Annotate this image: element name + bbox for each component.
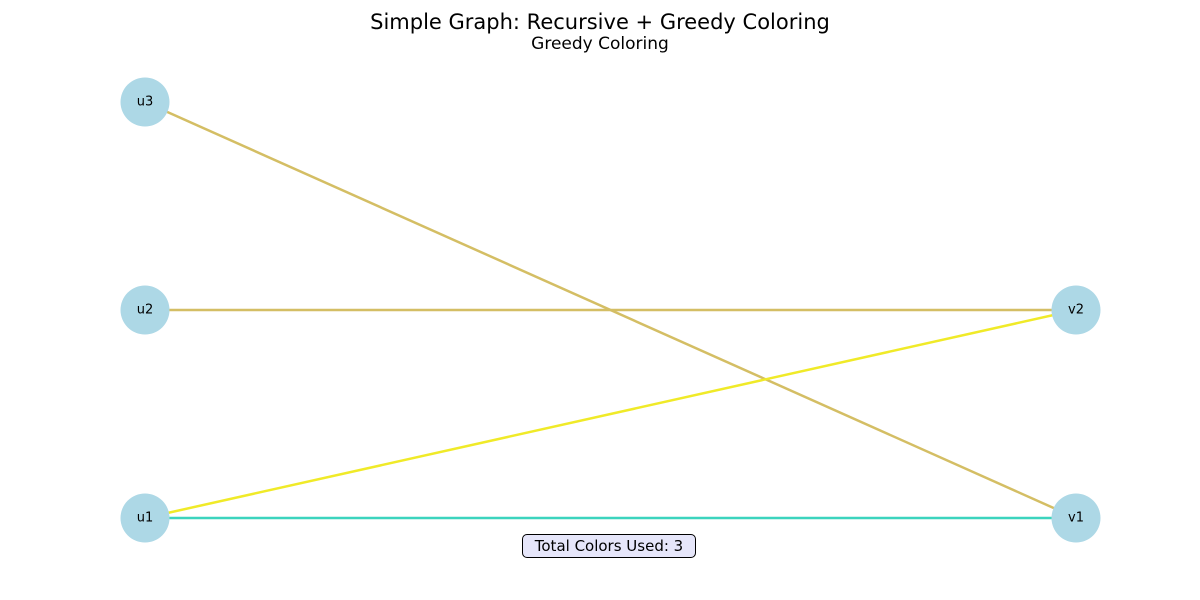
node-label-u1: u1 <box>137 511 154 526</box>
graph-subtitle: Greedy Coloring <box>531 34 669 54</box>
edge-u1-v2 <box>144 308 1077 520</box>
node-u3: u3 <box>120 77 170 127</box>
node-circle-u3 <box>120 77 170 127</box>
node-label-u2: u2 <box>137 303 154 318</box>
edges-layer <box>144 100 1077 520</box>
node-u2: u2 <box>120 285 170 335</box>
node-label-v1: v1 <box>1068 511 1084 526</box>
node-circle-u1 <box>120 493 170 543</box>
node-circle-u2 <box>120 285 170 335</box>
node-circle-v2 <box>1051 285 1101 335</box>
node-u1: u1 <box>120 493 170 543</box>
node-v2: v2 <box>1051 285 1101 335</box>
node-label-u3: u3 <box>137 95 154 110</box>
node-circle-v1 <box>1051 493 1101 543</box>
node-label-v2: v2 <box>1068 303 1084 318</box>
nodes-layer: u1 u2 u3 v1 v2 <box>120 77 1101 543</box>
graph-title: Simple Graph: Recursive + Greedy Colorin… <box>370 10 830 34</box>
total-colors-box: Total Colors Used: 3 <box>522 534 696 558</box>
node-v1: v1 <box>1051 493 1101 543</box>
